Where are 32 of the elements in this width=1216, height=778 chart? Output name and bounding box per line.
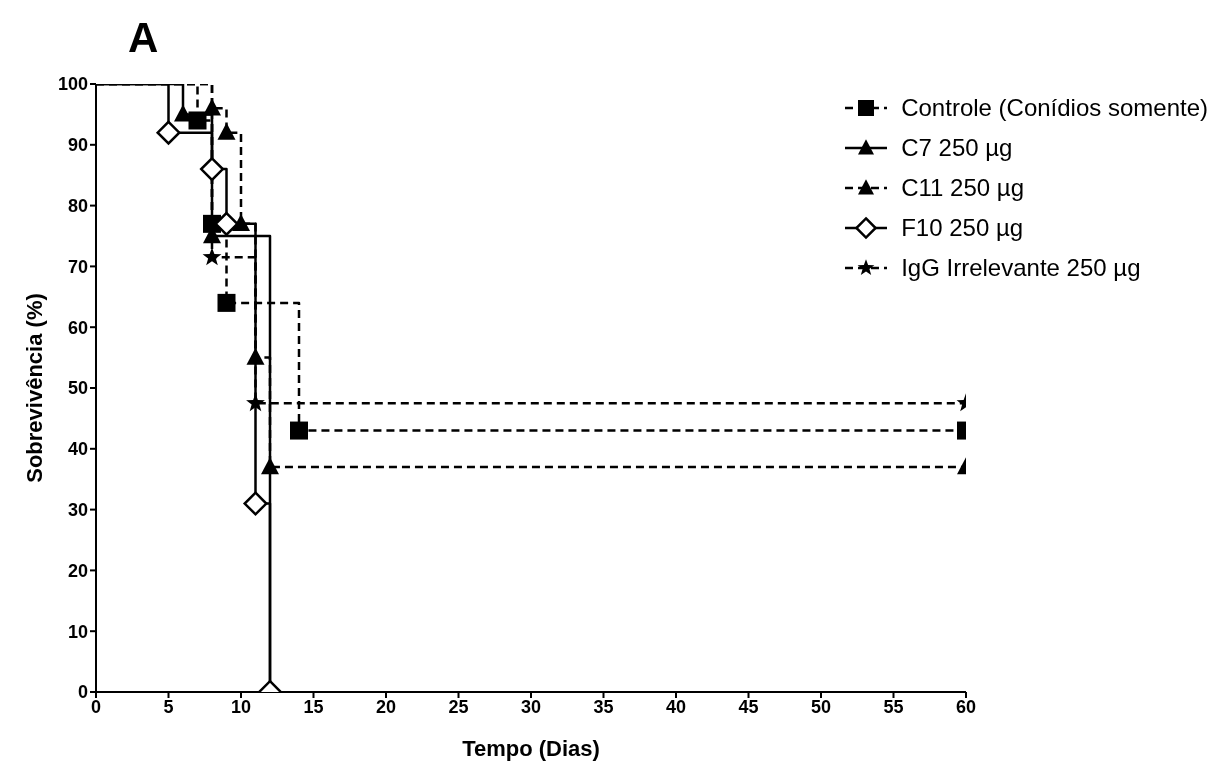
y-tick-label: 80	[67, 195, 88, 216]
y-tick-label: 100	[57, 74, 88, 95]
x-tick-label: 35	[593, 696, 614, 717]
y-tick-label: 70	[67, 256, 88, 277]
legend-label: C11 250 µg	[901, 174, 1024, 202]
y-tick-label: 60	[67, 317, 88, 338]
x-axis-title: Tempo (Dias)	[462, 736, 600, 761]
y-tick-label: 20	[67, 560, 88, 581]
x-tick-label: 20	[375, 696, 397, 717]
y-axis-title: Sobrevivência (%)	[21, 293, 47, 483]
legend-label: C7 250 µg	[901, 134, 1013, 162]
y-tick-label: 40	[67, 439, 88, 460]
y-tick-label: 10	[67, 621, 88, 642]
x-tick-label: 25	[448, 696, 469, 717]
legend-label: IgG Irrelevante 250 µg	[901, 254, 1141, 282]
x-tick-label: 60	[955, 696, 977, 717]
x-tick-label: 50	[810, 696, 832, 717]
x-tick-label: 10	[230, 696, 252, 717]
y-tick-label: 50	[67, 378, 88, 399]
y-tick-label: 90	[67, 135, 88, 156]
x-tick-label: 40	[665, 696, 687, 717]
x-tick-label: 0	[90, 696, 102, 717]
y-tick-label: 30	[67, 499, 88, 520]
x-tick-label: 30	[520, 696, 542, 717]
x-tick-label: 45	[738, 696, 759, 717]
x-tick-label: 5	[163, 696, 174, 717]
legend-label: Controle (Conídios somente)	[901, 94, 1208, 122]
legend-label: F10 250 µg	[901, 214, 1024, 242]
y-tick-label: 0	[77, 682, 88, 703]
x-tick-label: 55	[883, 696, 904, 717]
x-tick-label: 15	[303, 696, 324, 717]
chart-title: A	[128, 14, 159, 62]
